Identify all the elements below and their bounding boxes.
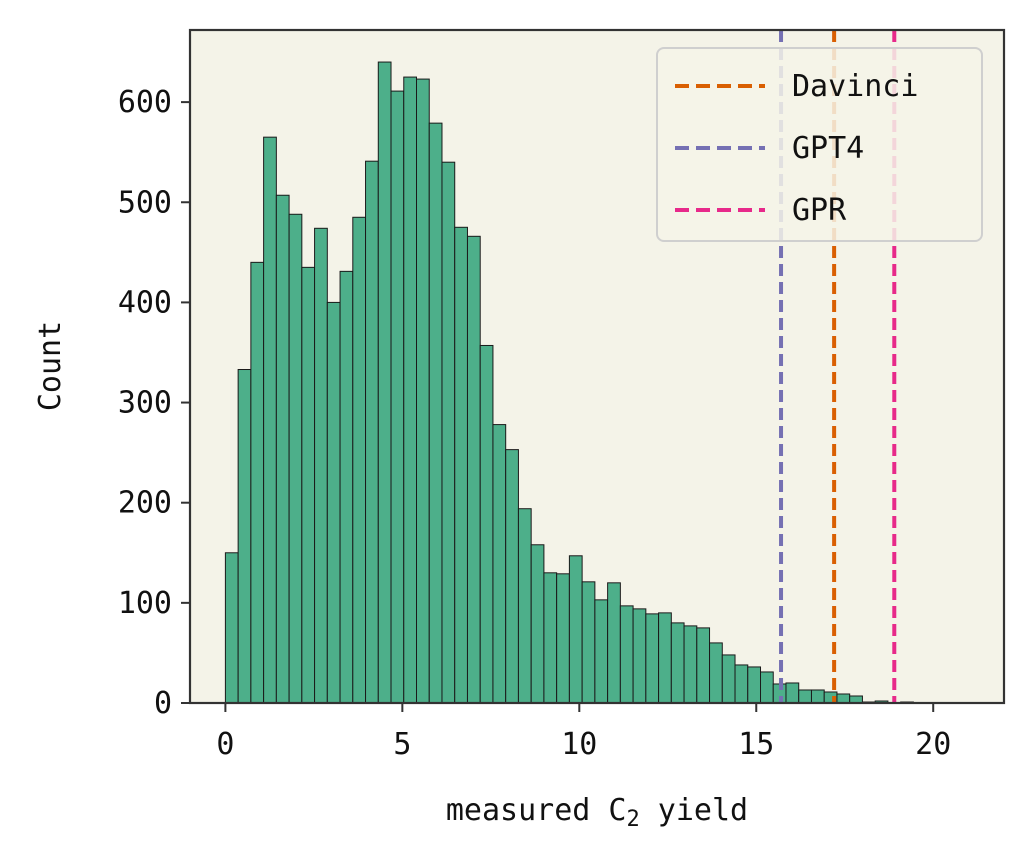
y-tick-label: 400: [118, 285, 172, 320]
histogram-bar: [237, 369, 252, 704]
histogram-bar: [505, 449, 519, 704]
histogram-bar: [683, 625, 698, 704]
y-axis-label: Count: [33, 321, 68, 411]
histogram-bar: [645, 613, 660, 704]
histogram-bar: [530, 544, 545, 704]
histogram-bar: [696, 627, 711, 704]
legend-box: [656, 47, 983, 242]
histogram-bar: [836, 693, 851, 704]
histogram-bar: [632, 608, 647, 704]
y-tick-label: 300: [118, 386, 172, 421]
x-axis-label-main: measured C: [446, 793, 627, 828]
histogram-bar: [263, 136, 277, 704]
y-axis-ticks: 0 100 200 300 400 500 600: [118, 85, 190, 721]
histogram-bar: [275, 194, 290, 704]
histogram-bar: [734, 664, 749, 704]
histogram-bar: [339, 270, 354, 704]
histogram-bar: [594, 599, 609, 704]
histogram-bar: [301, 266, 316, 704]
x-axis-label-suffix: yield: [640, 793, 748, 828]
histogram-bar: [607, 582, 621, 704]
histogram-bar: [709, 642, 723, 704]
x-tick-label: 20: [915, 727, 951, 762]
histogram-bar: [326, 301, 341, 704]
histogram-bar: [224, 552, 239, 704]
histogram-bar: [441, 161, 456, 704]
legend-label-gpt4: GPT4: [792, 131, 864, 166]
histogram-bar: [377, 61, 392, 704]
histogram-bar: [798, 689, 812, 704]
x-axis-ticks: 0 5 10 15 20: [216, 703, 951, 762]
y-tick-label: 500: [118, 185, 172, 220]
x-tick-label: 10: [561, 727, 597, 762]
histogram-bar: [760, 671, 774, 704]
x-tick-label: 0: [216, 727, 234, 762]
x-axis-label: measured C2 yield: [446, 793, 748, 832]
histogram-bar: [543, 572, 558, 704]
y-tick-label: 0: [154, 686, 172, 721]
histogram-bar: [619, 605, 634, 704]
histogram-bar: [314, 227, 328, 704]
histogram-bar: [428, 122, 443, 704]
histogram-bar: [747, 666, 762, 704]
x-tick-label: 5: [393, 727, 411, 762]
y-tick-label: 200: [118, 486, 172, 521]
y-tick-label: 100: [118, 586, 172, 621]
x-axis-label-subscript: 2: [627, 807, 640, 832]
histogram-bar: [721, 654, 736, 704]
histogram-bar: [568, 555, 583, 704]
plot-frame: [188, 28, 1006, 705]
histogram-bar: [517, 508, 532, 704]
histogram-bar: [658, 612, 672, 704]
histogram-bar: [390, 90, 405, 704]
legend-label-gpr: GPR: [792, 193, 847, 228]
histogram-bar: [365, 160, 379, 704]
histogram-bar: [670, 622, 685, 704]
histogram-bar: [416, 78, 430, 704]
histogram-bar: [492, 424, 507, 704]
histogram-bar: [556, 573, 570, 704]
histogram-bar: [581, 581, 596, 704]
legend-label-davinci: Davinci: [792, 69, 918, 104]
histogram-bar: [479, 344, 494, 704]
histogram-bar: [466, 235, 481, 704]
histogram-bar: [454, 226, 468, 704]
histogram-bar: [352, 216, 367, 704]
histogram-bar: [250, 261, 265, 704]
legend: Davinci GPT4 GPR: [656, 47, 983, 242]
histogram-bar: [785, 682, 800, 704]
x-tick-label: 15: [738, 727, 774, 762]
histogram-bar: [810, 689, 825, 704]
y-tick-label: 600: [118, 85, 172, 120]
histogram-bar: [288, 213, 303, 704]
histogram-bar: [403, 76, 418, 704]
